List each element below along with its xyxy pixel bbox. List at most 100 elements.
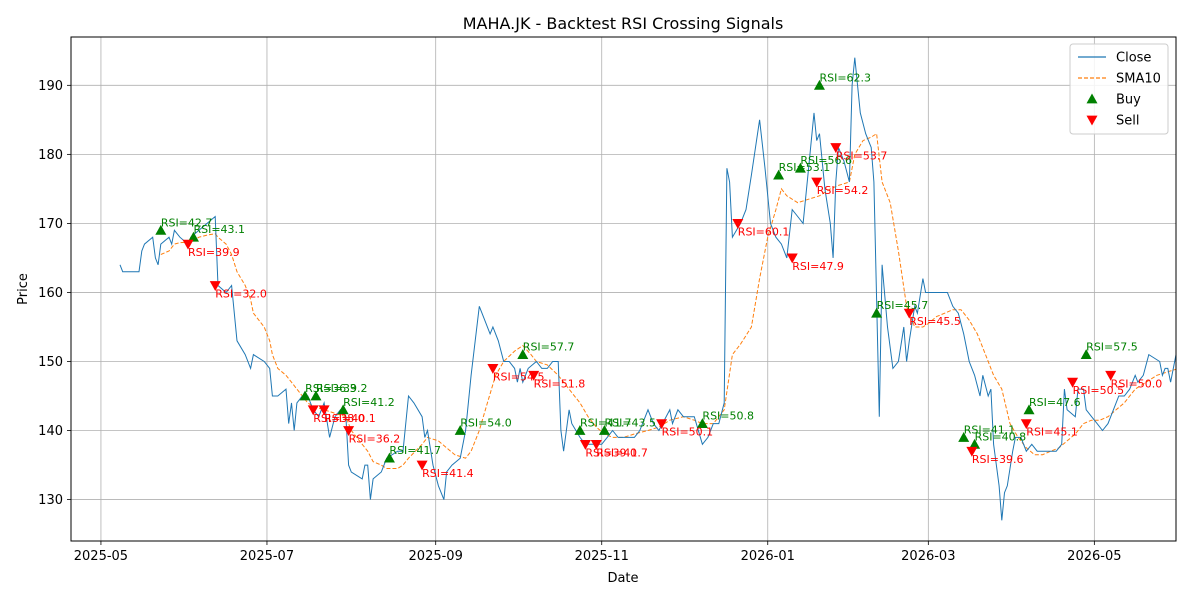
x-axis-title: Date: [607, 571, 638, 586]
sell-rsi-label: RSI=50.0: [1111, 377, 1163, 390]
sell-signal-marker: [811, 177, 823, 188]
sell-rsi-label: RSI=39.0: [585, 446, 637, 459]
buy-signal-marker: [310, 390, 322, 401]
grid: [71, 37, 1176, 541]
sell-signal-marker: [732, 219, 744, 229]
y-tick-label: 150: [38, 355, 63, 370]
buy-rsi-label: RSI=43.1: [193, 223, 245, 236]
y-tick-label: 140: [38, 424, 63, 439]
sell-signal-marker: [416, 460, 428, 471]
buy-signal-marker: [187, 231, 199, 242]
sell-signal-marker: [656, 419, 668, 430]
buy-rsi-label: RSI=45.7: [877, 299, 929, 312]
sell-rsi-label: RSI=32.0: [215, 288, 267, 301]
x-tick-label: 2025-05: [74, 549, 128, 564]
buy-rsi-label: RSI=50.8: [702, 410, 754, 423]
buy-signal-marker: [958, 431, 970, 442]
buy-rsi-label: RSI=41.2: [343, 396, 395, 409]
sell-rsi-label: RSI=40.1: [324, 412, 376, 425]
buy-signal-marker: [969, 438, 981, 449]
sell-rsi-label: RSI=38.0: [313, 412, 365, 425]
legend-swatch-buy: [1086, 93, 1098, 104]
buy-signal-marker: [574, 425, 586, 435]
sell-signal-marker: [1105, 370, 1117, 381]
legend-label-sma: SMA10: [1116, 72, 1161, 87]
legend-label-buy: Buy: [1116, 93, 1141, 108]
buy-rsi-label: RSI=41.7: [580, 417, 632, 430]
buy-signal-marker: [1023, 404, 1035, 415]
legend-swatch-sell: [1086, 115, 1098, 126]
sell-rsi-label: RSI=54.2: [817, 184, 869, 197]
buy-signal-marker: [813, 79, 825, 90]
y-tick-label: 180: [38, 148, 63, 163]
buy-rsi-label: RSI=36.3: [305, 382, 357, 395]
buy-signal-marker: [517, 349, 529, 359]
sell-rsi-label: RSI=41.4: [422, 467, 474, 480]
buy-rsi-label: RSI=56.6: [800, 154, 852, 167]
sell-rsi-label: RSI=50.1: [662, 426, 714, 439]
sell-signal-marker: [307, 405, 319, 416]
sell-signal-marker: [786, 253, 798, 264]
buy-rsi-label: RSI=57.7: [523, 341, 575, 354]
sell-signal-marker: [579, 439, 591, 450]
sell-rsi-label: RSI=39.9: [188, 246, 240, 259]
axes: 2025-05 2025-07 2025-09 2025-11 2026-01 2026-…: [38, 79, 1121, 564]
sell-rsi-label: RSI=50.5: [1073, 384, 1125, 397]
x-tick-label: 2025-07: [240, 549, 294, 564]
sell-signal-marker: [903, 308, 915, 319]
buy-signal-marker: [383, 452, 395, 463]
y-tick-label: 190: [38, 79, 63, 94]
buy-signal-marker: [598, 425, 610, 435]
sell-signal-marker: [830, 143, 842, 153]
x-tick-label: 2025-09: [409, 549, 463, 564]
buy-rsi-label: RSI=57.5: [1086, 341, 1138, 354]
buy-rsi-label: RSI=43.5: [604, 417, 656, 430]
buy-rsi-label: RSI=47.6: [1029, 396, 1081, 409]
sell-rsi-label: RSI=36.2: [349, 433, 401, 446]
sell-rsi-label: RSI=45.1: [1026, 426, 1078, 439]
sell-rsi-label: RSI=47.9: [792, 260, 844, 273]
sell-signal-marker: [590, 439, 602, 450]
sell-rsi-label: RSI=45.5: [909, 315, 961, 328]
buy-signal-marker: [1080, 349, 1092, 359]
sell-rsi-label: RSI=51.8: [534, 377, 586, 390]
sell-rsi-label: RSI=41.7: [596, 446, 648, 459]
buy-signal-marker: [155, 224, 167, 235]
buy-rsi-label: RSI=40.8: [975, 430, 1027, 443]
chart-title: MAHA.JK - Backtest RSI Crossing Signals: [463, 14, 784, 33]
buy-signal-marker: [773, 169, 785, 180]
buy-rsi-label: RSI=41.7: [389, 444, 441, 457]
legend: Close SMA10 Buy Sell: [1069, 43, 1169, 135]
buy-rsi-label: RSI=39.2: [316, 382, 368, 395]
legend-box: [1069, 43, 1169, 135]
sell-rsi-label: RSI=39.6: [972, 453, 1024, 466]
x-tick-label: 2026-03: [901, 549, 955, 564]
sell-signal-marker: [1020, 419, 1032, 430]
buy-signal-marker: [299, 390, 311, 401]
sell-rsi-label: RSI=60.1: [738, 225, 790, 238]
buy-rsi-label: RSI=53.1: [779, 161, 831, 174]
y-axis-title: Price: [16, 273, 31, 305]
sell-signal-marker: [343, 426, 355, 437]
y-tick-label: 160: [38, 286, 63, 301]
buy-rsi-label: RSI=62.3: [819, 71, 871, 84]
plot-frame: [70, 36, 1177, 542]
buy-signal-marker: [871, 307, 883, 318]
sell-signal-marker: [966, 446, 978, 457]
x-tick-label: 2026-05: [1067, 549, 1121, 564]
sell-signal-marker: [318, 405, 330, 416]
buy-signal-marker: [794, 162, 806, 173]
x-tick-label: 2025-11: [575, 549, 629, 564]
sell-signal-marker: [528, 370, 540, 381]
y-tick-label: 170: [38, 217, 63, 232]
sell-rsi-label: RSI=53.7: [836, 149, 888, 162]
y-tick-label: 130: [38, 493, 63, 508]
sma10-line: [160, 132, 1176, 469]
x-tick-label: 2026-01: [741, 549, 795, 564]
buy-signal-marker: [337, 404, 349, 415]
buy-rsi-label: RSI=41.1: [964, 423, 1016, 436]
sell-signal-marker: [487, 363, 499, 374]
